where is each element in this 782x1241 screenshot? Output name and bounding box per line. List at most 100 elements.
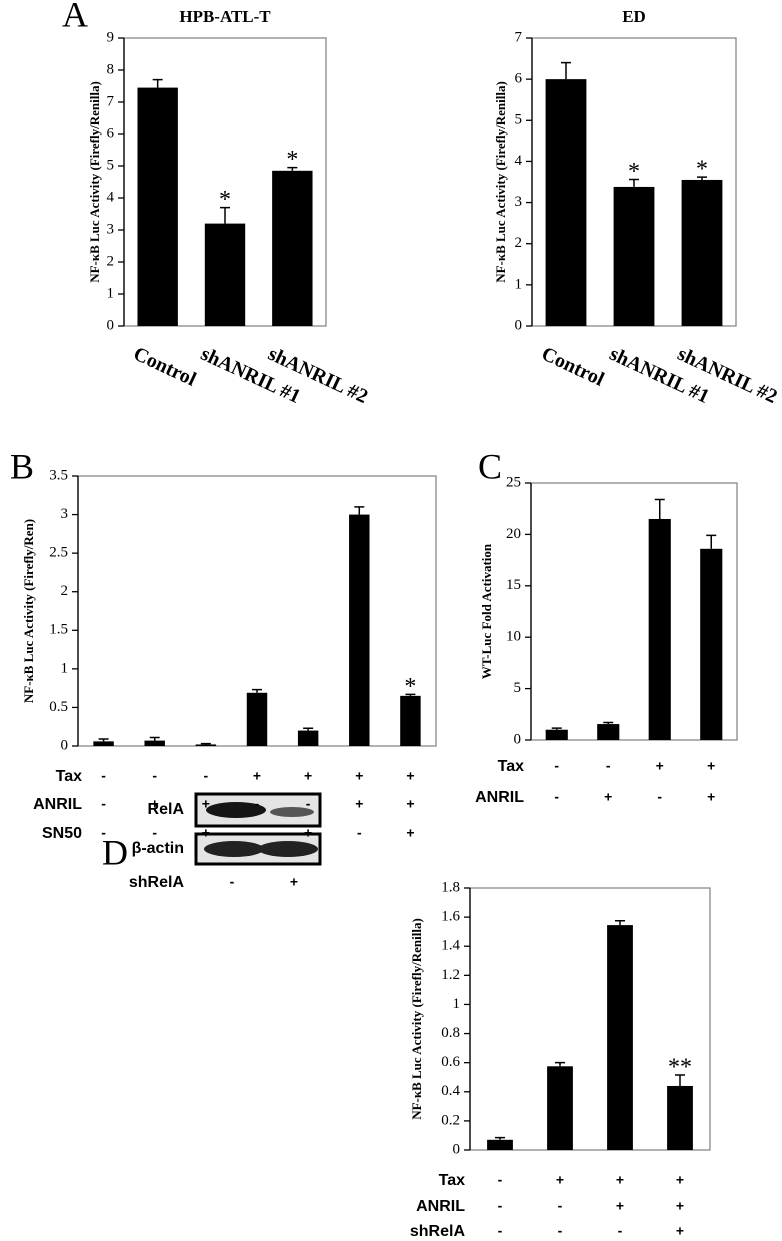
condition-sign: - [204,768,209,784]
condition-sign: - [101,768,106,784]
condition-sign: - [558,1223,563,1239]
y-axis-label: NF-κB Luc Activity (Firefly/Renilla) [493,81,508,283]
y-tick-label: 1 [61,660,69,676]
y-tick-label: 20 [506,526,521,542]
y-tick-label: 1.4 [441,938,460,954]
condition-sign: - [101,825,106,841]
y-tick-label: 2.5 [49,545,68,561]
bar [545,729,568,740]
condition-sign: - [306,796,311,812]
condition-sign: - [152,825,157,841]
significance-mark: * [404,674,416,700]
significance-mark: * [286,147,298,173]
bar [545,79,587,327]
y-tick-label: 6 [107,125,115,141]
error-bar [252,688,262,693]
error-bar [303,727,314,731]
blot-lane-label: shRelA [129,874,185,891]
blot-lane-sign: + [290,874,298,890]
y-axis-label: WT-Luc Fold Activation [479,543,494,679]
y-tick-label: 1 [515,276,523,292]
panel-letter: D [102,832,128,872]
error-bar [149,736,160,741]
y-axis-label: NF-κB Luc Activity (Firefly/Ren) [21,519,36,703]
error-bar [354,506,365,515]
condition-sign: + [202,825,210,841]
condition-sign: + [556,1172,564,1188]
blot-lane-sign: - [230,874,235,890]
chart-panel: 0 0.5 1 1.5 2 2.5 3 3.5 NF-κB Luc Activity (Fire… [21,467,437,842]
blot-row-label: β-actin [132,840,184,857]
bar [648,518,671,740]
panel-letter: A [62,0,88,34]
y-tick-label: 2 [61,583,69,599]
condition-sign: - [606,758,611,774]
condition-sign: + [406,825,414,841]
y-tick-label: 25 [506,474,521,490]
error-bar [98,738,109,742]
bar [400,695,421,746]
condition-sign: + [304,825,312,841]
condition-label: Tax [56,768,82,785]
y-tick-label: 1 [453,996,461,1012]
y-tick-label: 1.8 [441,879,460,895]
condition-label: shRelA [410,1223,466,1240]
y-tick-label: 0 [107,317,115,333]
y-axis-label: NF-κB Luc Activity (Firefly/Renilla) [409,918,424,1120]
condition-sign: + [355,768,363,784]
condition-sign: + [604,789,612,805]
bar [349,514,370,746]
y-tick-label: 5 [107,157,115,173]
error-bar [675,1074,685,1086]
bar [681,179,723,326]
condition-sign: - [554,758,559,774]
y-tick-label: 5 [515,112,523,128]
y-tick-label: 6 [515,71,523,87]
bar [144,740,165,746]
chart-panel: 0 0.2 0.4 0.6 0.8 1 1.2 1.4 1.6 1.8 NF-κB Luc Acti… [409,879,711,1240]
y-tick-label: 0 [61,737,69,753]
bar [297,730,319,746]
error-bar [551,727,562,730]
y-tick-label: 7 [107,93,115,109]
chart-panel: 0 1 2 3 4 5 6 7 NF-κB Luc Activity (Firefly/Reni… [493,7,781,408]
blot-band [258,841,318,857]
condition-sign: + [616,1198,624,1214]
bar [597,724,620,740]
significance-mark: * [696,157,708,183]
blot-band [204,841,264,857]
error-bar [603,721,614,725]
y-tick-label: 0.8 [441,1025,460,1041]
y-tick-label: 2 [107,253,115,269]
error-bar [561,61,571,80]
error-bar [405,693,416,696]
y-tick-label: 0.2 [441,1112,460,1128]
condition-sign: - [152,768,157,784]
y-tick-label: 9 [107,29,115,45]
y-tick-label: 2 [515,235,523,251]
bar [195,744,217,746]
y-tick-label: 0.6 [441,1054,460,1070]
condition-sign: + [616,1172,624,1188]
condition-sign: - [554,789,559,805]
error-bar [615,920,625,926]
y-tick-label: 0 [515,317,523,333]
condition-sign: - [558,1198,563,1214]
y-tick-label: 0 [453,1141,461,1157]
x-tick-label: Control [130,343,200,391]
y-tick-label: 3.5 [49,467,68,483]
bar [667,1085,693,1150]
y-tick-label: 3 [107,221,115,237]
condition-sign: + [707,758,715,774]
condition-sign: + [151,796,159,812]
chart-title: ED [622,7,646,26]
y-tick-label: 3 [61,506,69,522]
error-bar [220,206,230,224]
significance-mark: * [219,187,231,213]
bar [547,1066,573,1150]
bar [487,1139,513,1150]
error-bar [706,534,717,549]
condition-sign: - [498,1223,503,1239]
condition-sign: - [255,825,260,841]
